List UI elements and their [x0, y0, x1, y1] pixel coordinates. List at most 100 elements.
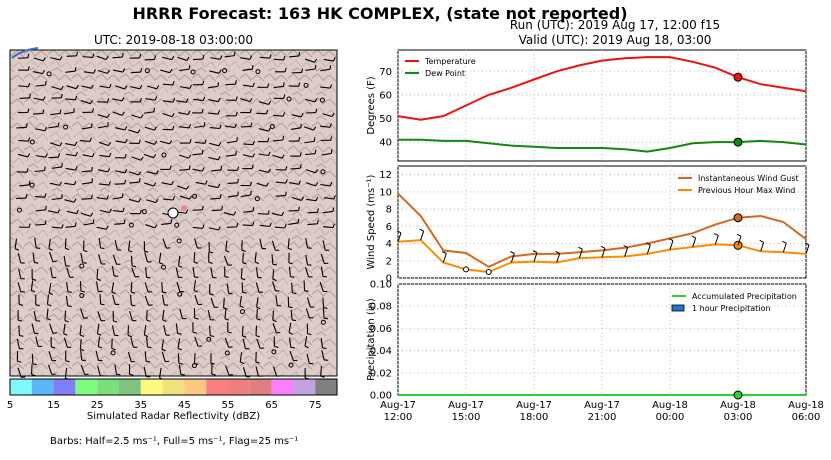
calm-wind-marker: [29, 182, 35, 188]
wind-barb-flag: [96, 278, 101, 281]
wind-barb-shaft: [64, 182, 75, 186]
y-tick-label: 70: [379, 67, 392, 78]
wind-barb-flag: [139, 209, 142, 214]
wind-barb-shaft: [210, 57, 221, 60]
wind-barb-flag: [61, 224, 64, 229]
wind-barb-flag: [323, 307, 328, 309]
x-tick-label-date: Aug-18: [788, 400, 824, 411]
wind-barb-flag: [124, 179, 127, 184]
wind-barb-shaft: [305, 254, 309, 265]
wind-barb-flag: [47, 303, 52, 307]
wind-barb-shaft: [259, 238, 263, 249]
wind-barb-flag: [73, 180, 77, 185]
wind-barb-shaft: [143, 111, 155, 114]
wind-barb-shaft: [242, 68, 253, 71]
calm-wind-marker: [110, 350, 116, 356]
wind-barb-flag: [105, 225, 109, 230]
wind-barb-shaft: [66, 55, 77, 57]
wind-barb-flag: [140, 156, 144, 161]
wind-barb-shaft: [112, 210, 123, 213]
wind-barb-shaft: [16, 126, 27, 129]
calm-wind-marker: [63, 124, 69, 130]
wind-barb-shaft: [194, 141, 205, 144]
wind-barb-flag: [227, 331, 232, 334]
wind-barb-shaft: [66, 281, 69, 292]
wind-barb-flag: [121, 111, 125, 116]
calm-wind-marker: [161, 264, 167, 270]
wind-barb-shaft: [177, 255, 181, 266]
wind-barb-shaft: [305, 153, 316, 156]
wind-barb-shaft: [80, 350, 83, 361]
wind-barb-flag: [124, 138, 128, 143]
y-axis-label: Precipitation (in): [366, 298, 377, 381]
wind-barb-flag: [314, 64, 317, 70]
colorbar-cell: [249, 379, 272, 395]
wind-barb-flag: [67, 291, 72, 293]
wind-barb-flag: [17, 360, 22, 363]
wind-barb-shaft: [35, 223, 46, 226]
wind-barb-shaft: [161, 339, 164, 350]
wind-barb-shaft: [99, 85, 110, 89]
wind-barb-shaft: [255, 282, 260, 293]
series-accumulated-precipitation-current-marker: [733, 390, 743, 400]
colorbar-cell: [53, 379, 76, 395]
wind-barb-flag: [267, 137, 270, 142]
wind-barb-shaft: [195, 181, 206, 185]
wind-barb-shaft: [271, 212, 282, 217]
series-instantaneous-wind-gust-current-marker: [733, 213, 743, 223]
wind-barb-shaft: [112, 294, 116, 305]
y-axis-label: Degrees (F): [366, 76, 377, 134]
wind-barb-shaft: [290, 127, 301, 131]
colorbar-cell: [162, 379, 185, 395]
x-tick-label-time: 12:00: [384, 412, 413, 423]
wind-barb-shaft: [192, 58, 203, 61]
wind-barb-shaft: [97, 311, 102, 321]
calm-wind-marker: [319, 97, 325, 103]
wind-barb-flag: [28, 180, 31, 185]
y-tick-label: 12: [379, 170, 392, 181]
wind-barb-flag: [298, 51, 301, 56]
wind-barb-shaft: [49, 182, 60, 186]
wind-barb-shaft: [63, 111, 74, 115]
colorbar-tick-label: 15: [47, 400, 60, 411]
wind-barb-shaft: [272, 154, 283, 159]
wind-barb-shaft: [97, 69, 108, 74]
wind-barb-shaft: [129, 310, 133, 321]
wind-barb-shaft: [65, 70, 76, 73]
wind-barb-shaft: [291, 282, 293, 293]
wind-barb-flag: [252, 207, 255, 212]
wind-barb-flag: [272, 263, 277, 266]
wind-barb-shaft: [34, 237, 37, 248]
wind-barb-shaft: [161, 222, 172, 225]
calm-wind-marker: [79, 293, 85, 299]
wind-barb-shaft: [163, 100, 174, 103]
wind-barb-flag: [281, 154, 285, 159]
wind-barb-shaft: [175, 267, 179, 278]
wind-barb-shaft: [162, 83, 173, 86]
wind-barb-flag: [193, 261, 198, 264]
wind-barb-shaft: [48, 238, 51, 249]
wind-barb-flag: [45, 153, 48, 158]
y-tick-label: 0.04: [370, 346, 392, 357]
wind-barb-shaft: [223, 212, 234, 216]
wind-barb-flag: [284, 67, 287, 72]
wind-barb-shaft: [128, 129, 139, 134]
wind-barb-flag: [121, 97, 125, 102]
wind-barb-shaft: [65, 142, 76, 147]
wind-barb-shaft: [304, 140, 315, 144]
y-tick-label: 8: [386, 205, 392, 216]
wind-barb-shaft: [224, 125, 235, 129]
wind-barb-shaft: [127, 351, 132, 362]
wind-barb-flag: [124, 169, 128, 174]
fire-location-marker: [167, 207, 179, 219]
wind-barb-flag: [26, 168, 29, 173]
fire-perimeter-marker: [181, 205, 187, 211]
wind-barb-flag: [100, 247, 105, 250]
wind-barb-shaft: [48, 125, 59, 129]
wind-barb-flag: [80, 348, 85, 352]
wind-barb-shaft: [307, 223, 318, 226]
wind-barb-shaft: [178, 364, 182, 375]
wind-barb-shaft: [32, 252, 35, 263]
wind-barb-shaft: [96, 269, 99, 280]
wind-barb-flag: [269, 54, 272, 59]
